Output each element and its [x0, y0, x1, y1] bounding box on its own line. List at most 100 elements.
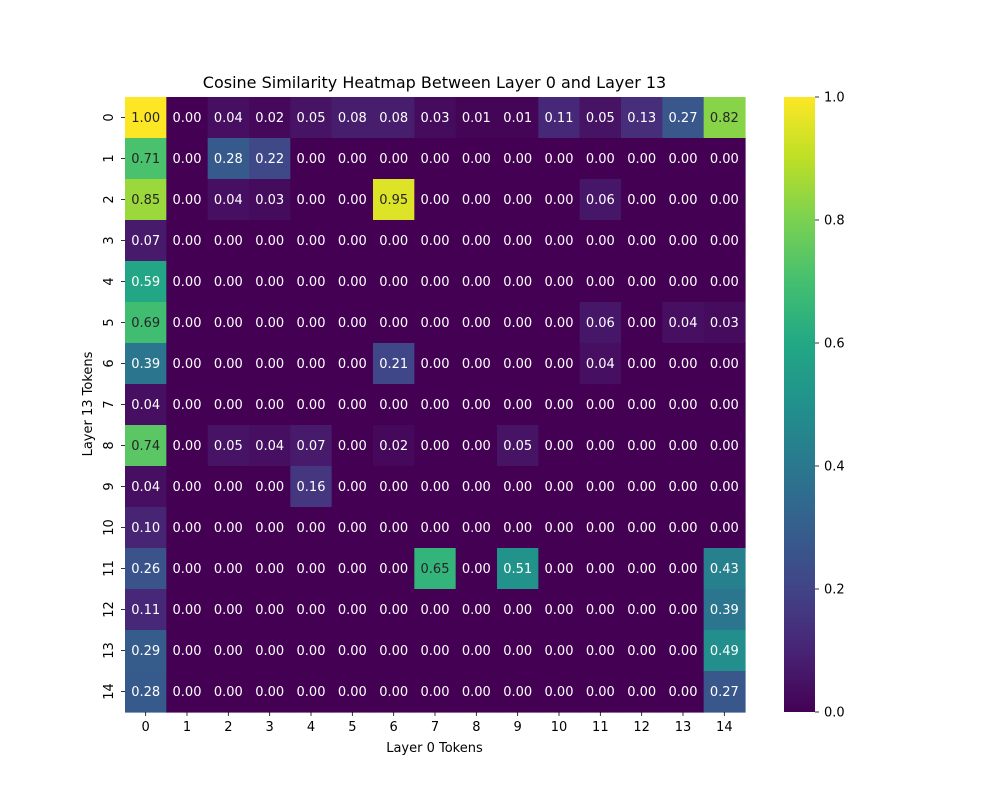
cell-value-label: 0.00 [462, 357, 491, 372]
heatmap-cell [125, 343, 167, 385]
heatmap-cell [703, 671, 746, 713]
y-tick-label: 8 [102, 441, 117, 449]
cell-value-label: 0.00 [462, 685, 491, 700]
heatmap-cell [373, 589, 415, 631]
cell-value-label: 0.00 [586, 439, 615, 454]
heatmap-cell [621, 138, 663, 180]
cell-value-label: 0.00 [421, 152, 450, 167]
heatmap-cell [621, 97, 663, 139]
cell-value-label: 0.00 [379, 644, 408, 659]
y-tick-label: 4 [102, 277, 117, 285]
x-axis: 0 1 2 3 4 5 6 7 8 9 10 11 12 13 14 [142, 712, 733, 735]
heatmap-cell [703, 343, 746, 385]
heatmap-cell [455, 343, 498, 385]
cell-value-label: 0.27 [710, 685, 739, 700]
cell-value-label: 0.00 [627, 398, 656, 413]
heatmap-cell [579, 138, 622, 180]
heatmap-cell [621, 302, 663, 344]
cell-value-label: 0.00 [297, 193, 326, 208]
cell-value-label: 0.00 [669, 521, 698, 536]
y-tick-label: 0 [102, 113, 117, 121]
cell-value-label: 0.00 [173, 603, 202, 618]
cell-value-label: 0.00 [173, 152, 202, 167]
heatmap-cell [331, 507, 374, 549]
cell-value-label: 0.03 [421, 111, 450, 126]
cell-value-label: 0.00 [421, 644, 450, 659]
heatmap-cell [290, 220, 333, 262]
heatmap-cell [538, 671, 581, 713]
heatmap-cell [414, 507, 457, 549]
y-tick-label: 10 [102, 519, 117, 536]
heatmap-cell [207, 220, 250, 262]
cell-value-label: 0.05 [586, 111, 615, 126]
heatmap-cell [455, 589, 498, 631]
cell-value-label: 0.00 [586, 521, 615, 536]
cell-value-label: 0.00 [379, 152, 408, 167]
heatmap-cell [249, 384, 291, 426]
cell-value-label: 0.00 [421, 275, 450, 290]
cell-value-label: 0.00 [173, 521, 202, 536]
heatmap-cell [290, 261, 333, 303]
cell-value-label: 0.04 [214, 111, 243, 126]
cell-value-label: 0.00 [379, 234, 408, 249]
cell-value-label: 0.00 [710, 480, 739, 495]
heatmap-cell [579, 548, 622, 590]
cell-value-label: 0.00 [503, 644, 532, 659]
cell-value-label: 0.00 [586, 562, 615, 577]
x-tick-label: 2 [224, 720, 232, 735]
cell-value-label: 0.26 [131, 562, 160, 577]
heatmap-cell [538, 179, 581, 221]
cell-value-label: 0.00 [586, 234, 615, 249]
cell-value-label: 0.02 [255, 111, 284, 126]
heatmap-cell [290, 589, 333, 631]
heatmap-cell [579, 261, 622, 303]
heatmap-cell [125, 630, 167, 672]
cell-value-label: 0.00 [338, 521, 367, 536]
cell-value-label: 0.00 [214, 316, 243, 331]
heatmap-cell [249, 507, 291, 549]
heatmap-cell [579, 466, 622, 508]
heatmap-cell [166, 630, 209, 672]
heatmap-cell [703, 179, 746, 221]
cell-value-label: 0.00 [255, 521, 284, 536]
cell-value-label: 0.22 [255, 152, 284, 167]
cell-value-label: 0.04 [214, 193, 243, 208]
cell-value-label: 0.05 [214, 439, 243, 454]
cell-value-label: 0.65 [421, 562, 450, 577]
heatmap-cell [207, 138, 250, 180]
cell-value-label: 0.00 [545, 685, 574, 700]
cell-value-label: 0.11 [131, 603, 160, 618]
heatmap-cell [538, 630, 581, 672]
cell-value-label: 0.00 [627, 603, 656, 618]
heatmap-cell [497, 507, 539, 549]
heatmap-cell [497, 179, 539, 221]
cell-value-label: 0.00 [214, 398, 243, 413]
cell-value-label: 0.00 [669, 439, 698, 454]
heatmap-cell [331, 384, 374, 426]
cell-value-label: 0.00 [173, 316, 202, 331]
cell-value-label: 0.00 [586, 398, 615, 413]
cell-value-label: 0.49 [710, 644, 739, 659]
heatmap-cell [621, 425, 663, 467]
cell-value-label: 0.00 [338, 234, 367, 249]
cell-value-label: 0.59 [131, 275, 160, 290]
heatmap-cell [373, 179, 415, 221]
heatmap-cell [662, 507, 705, 549]
y-tick-label: 11 [102, 560, 117, 577]
colorbar-tick-label: 0.6 [824, 337, 845, 352]
heatmap-cell [497, 138, 539, 180]
heatmap-cell [331, 138, 374, 180]
heatmap-cell [290, 179, 333, 221]
heatmap-cell [538, 425, 581, 467]
cell-value-label: 0.00 [503, 521, 532, 536]
cell-value-label: 0.00 [173, 439, 202, 454]
cell-value-label: 0.00 [545, 275, 574, 290]
cell-value-label: 0.00 [338, 480, 367, 495]
heatmap-cell [166, 589, 209, 631]
heatmap-cell [455, 261, 498, 303]
heatmap-cell [414, 630, 457, 672]
y-tick-label: 13 [102, 642, 117, 659]
cell-value-label: 0.00 [255, 685, 284, 700]
cell-value-label: 0.00 [462, 480, 491, 495]
heatmap-cell [290, 384, 333, 426]
